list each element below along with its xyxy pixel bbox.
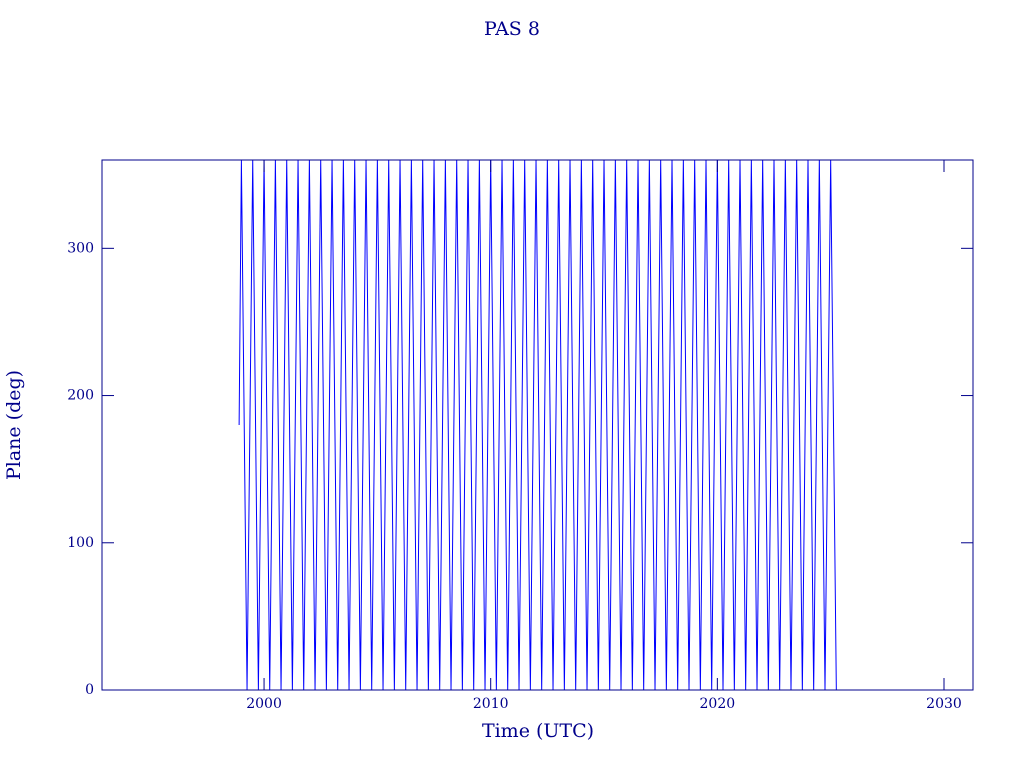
y-tick-label: 0	[85, 682, 94, 698]
x-tick-label: 2010	[473, 696, 509, 712]
chart-title: PAS 8	[484, 18, 540, 40]
y-tick-label: 300	[67, 240, 94, 256]
y-tick-label: 100	[67, 535, 94, 551]
y-tick-label: 200	[67, 388, 94, 404]
x-tick-label: 2000	[246, 696, 282, 712]
data-line	[238, 159, 837, 691]
plot-frame	[101, 159, 974, 691]
x-tick-label: 2020	[700, 696, 736, 712]
x-axis-label: Time (UTC)	[482, 720, 594, 742]
x-tick-label: 2030	[926, 696, 962, 712]
y-axis-label: Plane (deg)	[3, 370, 25, 480]
